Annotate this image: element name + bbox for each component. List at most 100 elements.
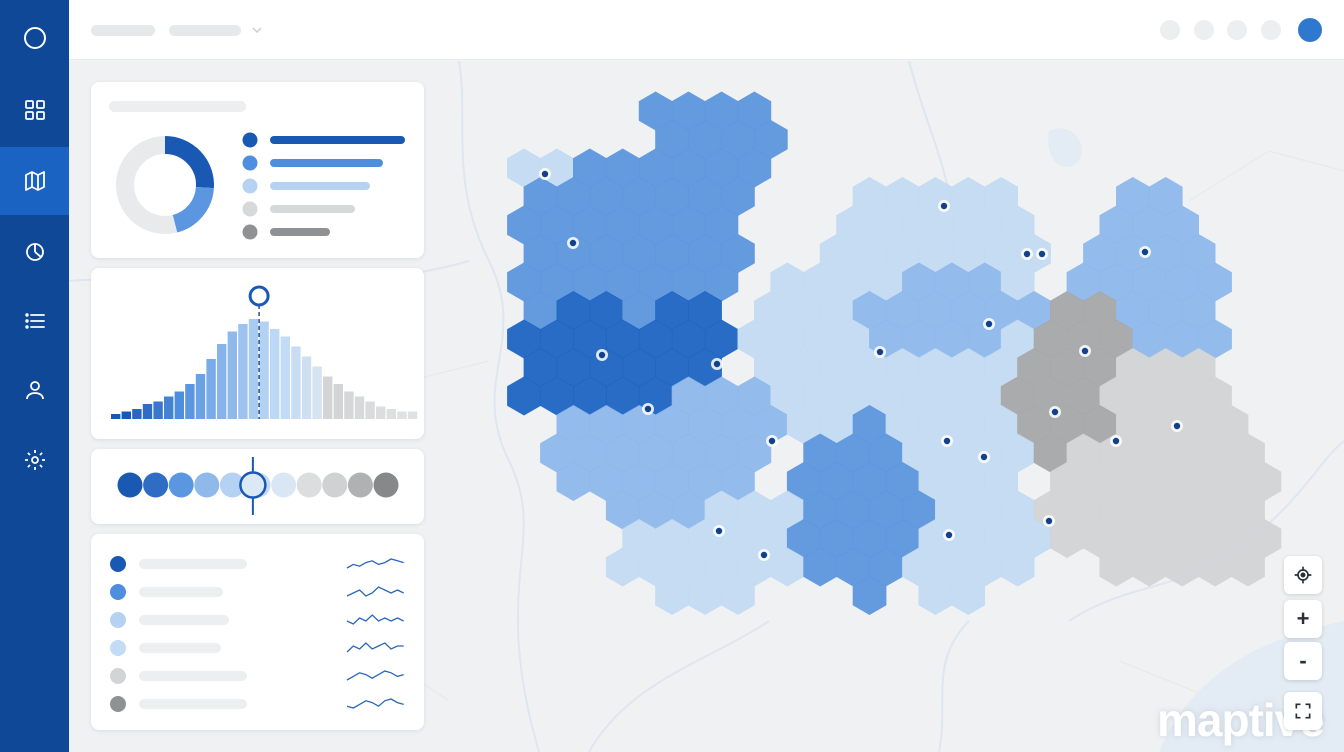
series-sparkline xyxy=(346,586,404,597)
map-basemap xyxy=(69,61,1344,752)
histogram-graphic[interactable] xyxy=(91,268,424,439)
histogram-bar[interactable] xyxy=(397,411,407,420)
map-pin-core xyxy=(940,202,948,210)
zoom-in-button[interactable]: + xyxy=(1284,600,1322,638)
scale-swatch[interactable] xyxy=(194,472,220,498)
scale-slider-handle[interactable] xyxy=(239,471,267,499)
scale-swatch[interactable] xyxy=(322,472,348,498)
hex-bin[interactable] xyxy=(1000,547,1035,587)
histogram-bar[interactable] xyxy=(164,396,174,420)
histogram-bar[interactable] xyxy=(280,336,290,420)
legend-swatch[interactable] xyxy=(242,132,258,148)
legend-bar xyxy=(270,205,355,213)
legend-card xyxy=(91,82,424,258)
donut-slice[interactable] xyxy=(116,136,178,234)
hex-bin[interactable] xyxy=(721,576,755,615)
histogram-bar[interactable] xyxy=(333,384,343,419)
locate-button[interactable] xyxy=(1284,556,1322,594)
series-list[interactable] xyxy=(91,534,424,730)
toolbar-button[interactable] xyxy=(1194,20,1214,40)
map-pin-core xyxy=(569,239,577,247)
histogram-bar[interactable] xyxy=(386,409,396,419)
toolbar-button[interactable] xyxy=(1261,20,1281,40)
sidebar-item-list[interactable] xyxy=(0,287,69,355)
color-scale-slider[interactable] xyxy=(91,449,424,524)
histogram-bar[interactable] xyxy=(291,346,301,420)
sidebar-item-home[interactable] xyxy=(0,4,69,72)
histogram-bar[interactable] xyxy=(111,414,121,419)
location-pins[interactable] xyxy=(539,168,1183,561)
histogram-bar[interactable] xyxy=(354,396,365,420)
sidebar-item-settings[interactable] xyxy=(0,426,69,494)
scale-swatch[interactable] xyxy=(168,472,194,498)
histogram-marker-handle[interactable] xyxy=(248,285,270,307)
histogram-bar[interactable] xyxy=(217,344,227,419)
donut-slice[interactable] xyxy=(164,136,214,189)
histogram-bar[interactable] xyxy=(238,324,248,419)
chevron-down-icon[interactable] xyxy=(251,25,263,35)
zoom-out-button[interactable]: - xyxy=(1284,642,1322,680)
series-swatch[interactable] xyxy=(110,640,126,656)
series-swatch[interactable] xyxy=(110,556,126,572)
legend-swatch[interactable] xyxy=(242,201,258,217)
sidebar-item-map[interactable] xyxy=(0,147,69,215)
histogram-bar[interactable] xyxy=(248,319,259,419)
histogram-bar[interactable] xyxy=(301,356,312,420)
hex-bin[interactable] xyxy=(1231,547,1265,587)
histogram-bar[interactable] xyxy=(142,404,153,419)
series-swatch[interactable] xyxy=(110,668,126,684)
scale-swatch[interactable] xyxy=(271,472,297,498)
scale-swatch[interactable] xyxy=(117,472,143,498)
histogram-bar[interactable] xyxy=(344,391,354,420)
dropdown-placeholder[interactable] xyxy=(169,25,241,36)
hex-bin[interactable] xyxy=(951,576,986,615)
map-pin-core xyxy=(715,527,723,535)
legend-swatch[interactable] xyxy=(242,178,258,194)
series-sparkline xyxy=(346,614,404,625)
histogram-bar[interactable] xyxy=(174,391,184,420)
sidebar-item-analytics[interactable] xyxy=(0,217,69,285)
scale-swatch[interactable] xyxy=(347,472,373,498)
user-icon xyxy=(25,381,44,400)
hex-bin[interactable] xyxy=(852,576,887,615)
series-swatch[interactable] xyxy=(110,612,126,628)
map-pin-core xyxy=(1038,250,1046,258)
histogram-bar[interactable] xyxy=(121,411,131,420)
histogram-bar[interactable] xyxy=(195,374,206,419)
scale-swatch[interactable] xyxy=(373,472,399,498)
histogram-bar[interactable] xyxy=(312,366,322,420)
legend-bar xyxy=(270,228,330,236)
histogram-bar[interactable] xyxy=(227,331,237,420)
histogram-bar[interactable] xyxy=(132,409,142,419)
histogram-bar[interactable] xyxy=(185,384,195,419)
scale-swatch[interactable] xyxy=(296,472,322,498)
series-swatch[interactable] xyxy=(110,584,126,600)
sidebar-item-dashboard[interactable] xyxy=(0,76,69,144)
histogram-bar[interactable] xyxy=(376,406,386,420)
histogram-bar[interactable] xyxy=(259,321,269,420)
toolbar-button[interactable] xyxy=(1227,20,1247,40)
histogram-bar[interactable] xyxy=(153,401,163,420)
grid-icon xyxy=(24,100,45,120)
map-pin-core xyxy=(768,437,776,445)
map-pin-core xyxy=(985,320,993,328)
histogram-bar[interactable] xyxy=(323,376,333,420)
histogram-bar[interactable] xyxy=(407,411,418,420)
color-scale-card xyxy=(91,449,424,524)
fullscreen-button[interactable] xyxy=(1284,692,1322,730)
histogram-bar[interactable] xyxy=(365,401,375,420)
series-label-placeholder xyxy=(139,671,247,681)
scale-swatch[interactable] xyxy=(219,472,245,498)
histogram-bar[interactable] xyxy=(270,329,280,419)
donut-slice[interactable] xyxy=(172,186,214,233)
sidebar-item-profile[interactable] xyxy=(0,356,69,424)
hex-bin-layer[interactable] xyxy=(507,91,1282,615)
series-swatch[interactable] xyxy=(110,696,126,712)
scale-swatch[interactable] xyxy=(143,472,169,498)
toolbar-button[interactable] xyxy=(1160,20,1180,40)
avatar[interactable] xyxy=(1298,18,1322,42)
legend-swatch[interactable] xyxy=(242,224,258,240)
legend-swatch[interactable] xyxy=(242,155,258,171)
histogram-bar[interactable] xyxy=(206,359,216,419)
series-sparkline xyxy=(346,670,404,681)
